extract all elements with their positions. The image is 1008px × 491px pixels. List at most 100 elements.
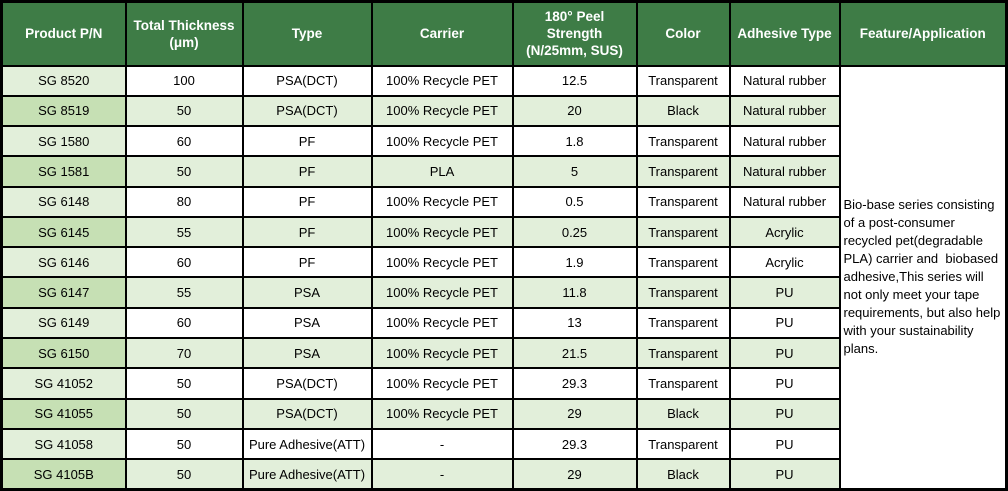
cell-adhesive-type: Natural rubber [728,155,841,188]
header-row: Product P/N Total Thickness (μm) Type Ca… [0,0,1008,67]
table-row: SG 41052 50 PSA(DCT) 100% Recycle PET 29.3 Tr… [0,367,1007,400]
cell-color: Transparent [635,246,731,279]
cell-product-pn: SG 8520 [0,64,127,97]
cell-total-thickness: 50 [124,458,244,491]
cell-color: Transparent [635,215,731,249]
cell-product-pn: SG 4105B [0,458,127,491]
cell-total-thickness: 50 [124,367,244,400]
cell-peel-strength: 1.8 [511,125,638,158]
table-row: SG 1581 50 PF PLA 5 Transparent Natural rubber [0,155,1007,188]
cell-product-pn: SG 41055 [0,397,127,430]
cell-type: PF [241,125,373,158]
cell-carrier: 100% Recycle PET [370,125,514,158]
table-row: SG 6149 60 PSA 100% Recycle PET 13 Transparen… [0,306,1007,340]
table-row: SG 6148 80 PF 100% Recycle PET 0.5 Transparen… [0,185,1007,218]
cell-peel-strength: 13 [511,306,638,340]
table-row: SG 41055 50 PSA(DCT) 100% Recycle PET 29 Blac… [0,397,1007,430]
cell-color: Transparent [635,125,731,158]
table-row: SG 6146 60 PF 100% Recycle PET 1.9 Transparen… [0,246,1007,279]
table-header: Product P/N Total Thickness (μm) Type Ca… [0,0,1008,67]
cell-total-thickness: 100 [124,64,244,97]
cell-total-thickness: 50 [124,427,244,461]
cell-carrier: 100% Recycle PET [370,306,514,340]
cell-carrier: 100% Recycle PET [370,64,514,97]
cell-peel-strength: 11.8 [511,276,638,309]
cell-peel-strength: 12.5 [511,64,638,97]
cell-type: PF [241,155,373,188]
cell-peel-strength: 29.3 [511,427,638,461]
cell-product-pn: SG 6147 [0,276,127,309]
cell-carrier: 100% Recycle PET [370,246,514,279]
cell-carrier: - [370,458,514,491]
cell-adhesive-type: PU [728,427,841,461]
cell-total-thickness: 60 [124,306,244,340]
header-color: Color [635,0,731,67]
cell-peel-strength: 5 [511,155,638,188]
table-row: SG 1580 60 PF 100% Recycle PET 1.8 Transparen… [0,125,1007,158]
feature-application-cell: Bio-base series consisting of a post-con… [838,64,1008,491]
cell-type: PF [241,215,373,249]
cell-product-pn: SG 6150 [0,337,127,370]
cell-total-thickness: 50 [124,397,244,430]
cell-type: PSA [241,306,373,340]
table-row: SG 6145 55 PF 100% Recycle PET 0.25 Transpare… [0,215,1007,249]
cell-product-pn: SG 41058 [0,427,127,461]
cell-total-thickness: 60 [124,246,244,279]
cell-color: Transparent [635,155,731,188]
cell-type: PSA(DCT) [241,94,373,128]
cell-carrier: PLA [370,155,514,188]
cell-type: Pure Adhesive(ATT) [241,458,373,491]
cell-product-pn: SG 41052 [0,367,127,400]
cell-adhesive-type: Natural rubber [728,64,841,97]
cell-type: PSA(DCT) [241,367,373,400]
cell-total-thickness: 80 [124,185,244,218]
cell-product-pn: SG 6148 [0,185,127,218]
cell-type: PF [241,185,373,218]
header-peel-strength: 180° Peel Strength (N/25mm, SUS) [511,0,638,67]
cell-type: Pure Adhesive(ATT) [241,427,373,461]
header-adhesive-type: Adhesive Type [728,0,841,67]
cell-peel-strength: 1.9 [511,246,638,279]
cell-total-thickness: 70 [124,337,244,370]
header-product-pn: Product P/N [0,0,127,67]
cell-carrier: 100% Recycle PET [370,397,514,430]
cell-peel-strength: 20 [511,94,638,128]
header-feature: Feature/Application [838,0,1008,67]
cell-color: Transparent [635,337,731,370]
cell-carrier: 100% Recycle PET [370,337,514,370]
cell-peel-strength: 0.5 [511,185,638,218]
cell-peel-strength: 21.5 [511,337,638,370]
cell-total-thickness: 60 [124,125,244,158]
cell-adhesive-type: Acrylic [728,246,841,279]
cell-adhesive-type: PU [728,367,841,400]
cell-adhesive-type: PU [728,276,841,309]
cell-adhesive-type: Natural rubber [728,125,841,158]
cell-type: PSA [241,276,373,309]
cell-product-pn: SG 1580 [0,125,127,158]
cell-carrier: 100% Recycle PET [370,367,514,400]
cell-peel-strength: 0.25 [511,215,638,249]
table-row: SG 8519 50 PSA(DCT) 100% Recycle PET 20 Black… [0,94,1007,128]
cell-type: PSA(DCT) [241,64,373,97]
cell-product-pn: SG 8519 [0,94,127,128]
table-row: SG 6150 70 PSA 100% Recycle PET 21.5 Transpar… [0,337,1007,370]
cell-color: Black [635,397,731,430]
table-row: SG 6147 55 PSA 100% Recycle PET 11.8 Transpar… [0,276,1007,309]
cell-adhesive-type: Natural rubber [728,185,841,218]
cell-peel-strength: 29 [511,458,638,491]
cell-peel-strength: 29.3 [511,367,638,400]
cell-adhesive-type: Natural rubber [728,94,841,128]
cell-type: PSA(DCT) [241,397,373,430]
cell-adhesive-type: PU [728,337,841,370]
cell-carrier: - [370,427,514,461]
cell-total-thickness: 55 [124,276,244,309]
cell-carrier: 100% Recycle PET [370,215,514,249]
cell-color: Transparent [635,306,731,340]
cell-peel-strength: 29 [511,397,638,430]
cell-product-pn: SG 6149 [0,306,127,340]
table-row: SG 41058 50 Pure Adhesive(ATT) -29.3 Transpa… [0,427,1007,461]
cell-adhesive-type: Acrylic [728,215,841,249]
cell-type: PSA [241,337,373,370]
cell-adhesive-type: PU [728,458,841,491]
